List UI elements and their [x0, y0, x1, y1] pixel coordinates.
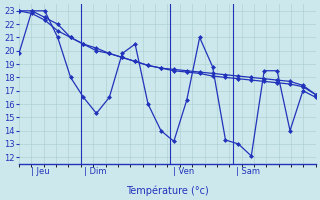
Text: | Jeu: | Jeu [31, 167, 50, 176]
Text: | Ven: | Ven [173, 167, 195, 176]
X-axis label: Température (°c): Température (°c) [126, 185, 209, 196]
Text: | Sam: | Sam [236, 167, 260, 176]
Text: | Dim: | Dim [84, 167, 107, 176]
